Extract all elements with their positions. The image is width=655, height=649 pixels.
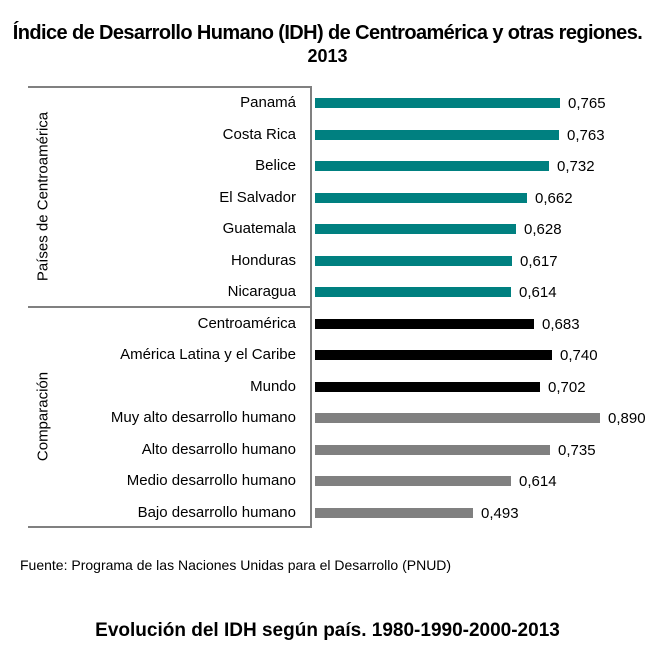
data-label: 0,683 (542, 315, 580, 333)
data-label: 0,765 (568, 95, 606, 112)
data-label: 0,890 (608, 410, 646, 427)
bar (315, 129, 559, 140)
data-label: 0,735 (558, 441, 596, 459)
category-label: América Latina y el Caribe (120, 346, 296, 363)
next-section-title: Evolución del IDH según país. 1980-1990-… (95, 620, 560, 641)
data-label: 0,628 (524, 221, 562, 238)
data-label: 0,662 (535, 189, 573, 207)
chart-subtitle: 2013 (307, 46, 348, 66)
category-label: Mundo (250, 377, 296, 395)
top-border (28, 86, 312, 88)
category-label: Belice (255, 157, 296, 174)
group-label-centroamerica: Países de Centroamérica (34, 111, 52, 282)
bar (315, 476, 511, 486)
bar (315, 381, 540, 392)
category-label: Costa Rica (222, 125, 296, 143)
bar (315, 444, 550, 455)
category-label: Guatemala (222, 220, 296, 237)
bar (315, 318, 534, 329)
bar (315, 161, 549, 171)
bottom-border (28, 526, 312, 528)
category-label: Centroamérica (197, 314, 296, 332)
category-label: Nicaragua (227, 283, 296, 300)
data-label: 0,617 (520, 252, 558, 270)
bar (315, 350, 552, 360)
bar (315, 287, 511, 297)
data-label: 0,740 (560, 347, 598, 364)
data-label: 0,614 (519, 284, 557, 301)
bar (315, 255, 512, 266)
data-label: 0,493 (481, 504, 519, 522)
category-label: Muy alto desarrollo humano (110, 409, 296, 426)
data-label: 0,702 (548, 378, 586, 396)
bar (315, 192, 527, 203)
data-label: 0,763 (567, 126, 605, 144)
category-label: El Salvador (219, 188, 296, 206)
chart-title: Índice de Desarrollo Humano (IDH) de Cen… (12, 22, 643, 44)
category-label: Honduras (230, 251, 296, 269)
data-label: 0,732 (557, 158, 595, 175)
bar (315, 224, 516, 234)
bar (315, 98, 560, 108)
data-label: 0,614 (519, 473, 557, 490)
category-axis (310, 86, 312, 528)
bar (315, 413, 600, 423)
bar (315, 507, 473, 518)
category-label: Medio desarrollo humano (126, 472, 296, 489)
source-note: Fuente: Programa de las Naciones Unidas … (20, 557, 452, 573)
category-label: Panamá (240, 94, 296, 111)
group-separator (28, 306, 312, 308)
category-label: Bajo desarrollo humano (137, 503, 296, 521)
group-label-comparacion: Comparación (34, 371, 52, 462)
category-label: Alto desarrollo humano (141, 440, 296, 458)
